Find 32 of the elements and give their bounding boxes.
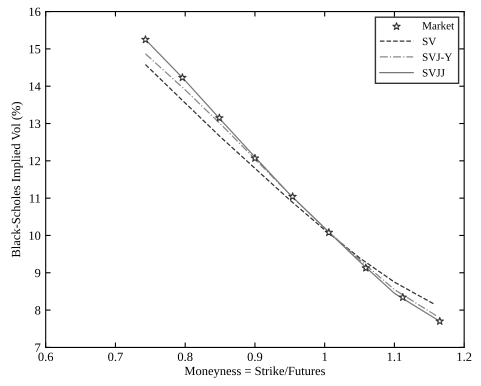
- x-tick-label: 0.6: [38, 352, 54, 362]
- point: [250, 154, 260, 162]
- y-tick-label: 12: [29, 156, 40, 166]
- y-tick-label: 14: [29, 82, 41, 91]
- x-tick-label: 1.1: [388, 352, 402, 362]
- x-axis-title: Moneyness = Strike/Futures: [184, 366, 326, 378]
- point: [324, 228, 334, 236]
- x-tick-label: 1: [322, 352, 328, 361]
- y-tick-label: 15: [29, 44, 40, 54]
- legend-label: SVJJ: [422, 69, 445, 77]
- point: [178, 73, 187, 82]
- legend-label: Market: [422, 22, 454, 30]
- point: [398, 293, 407, 302]
- point: [436, 316, 444, 325]
- y-tick-label: 10: [29, 231, 40, 240]
- point: [288, 192, 297, 200]
- x-tick-label: 0.8: [178, 352, 193, 362]
- y-tick-label: 9: [34, 268, 40, 278]
- point: [362, 264, 370, 272]
- y-axis-title: Black-Scholes Implied Vol (%): [11, 102, 23, 258]
- point: [215, 114, 224, 122]
- point: [141, 35, 150, 44]
- y-tick-label: 7: [35, 344, 40, 352]
- y-tick-label: 11: [30, 194, 40, 202]
- x-tick-label: 0.9: [248, 352, 262, 362]
- y-tick-label: 16: [29, 8, 40, 16]
- y-tick-label: 13: [29, 120, 40, 128]
- y-tick-label: 8: [35, 306, 40, 315]
- x-tick-label: 0.7: [108, 352, 123, 362]
- legend-label: SVJ-Y: [422, 53, 452, 61]
- legend-label: SV: [422, 38, 436, 46]
- x-tick-label: 1.2: [457, 352, 472, 362]
